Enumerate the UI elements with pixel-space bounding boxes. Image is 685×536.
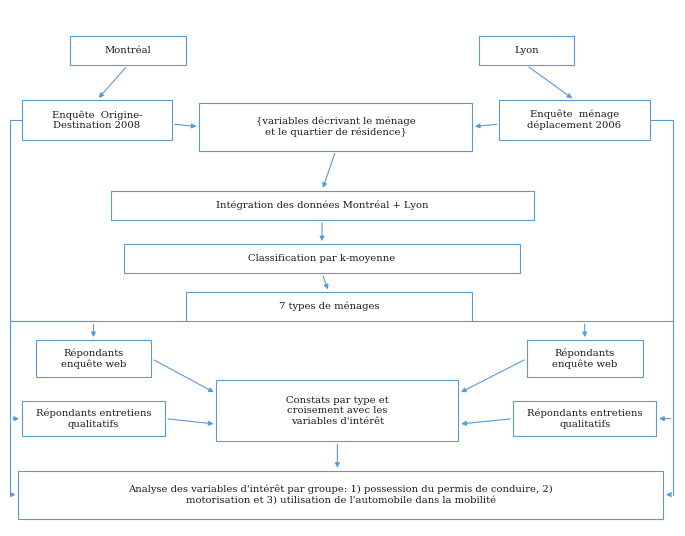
- Text: Classification par k-moyenne: Classification par k-moyenne: [249, 254, 396, 263]
- FancyBboxPatch shape: [513, 401, 656, 436]
- Text: Intégration des données Montréal + Lyon: Intégration des données Montréal + Lyon: [216, 200, 428, 210]
- FancyBboxPatch shape: [527, 340, 643, 377]
- Text: Lyon: Lyon: [514, 46, 539, 55]
- Text: Répondants
enquête web: Répondants enquête web: [552, 348, 617, 369]
- FancyBboxPatch shape: [70, 36, 186, 65]
- Text: Constats par type et
croisement avec les
variables d'intérêt: Constats par type et croisement avec les…: [286, 396, 389, 426]
- FancyBboxPatch shape: [18, 471, 663, 519]
- FancyBboxPatch shape: [479, 36, 575, 65]
- Text: Enquête  Origine-
Destination 2008: Enquête Origine- Destination 2008: [51, 110, 142, 130]
- FancyBboxPatch shape: [499, 100, 649, 140]
- Text: {variables décrivant le ménage
et le quartier de résidence}: {variables décrivant le ménage et le qua…: [256, 116, 416, 137]
- FancyBboxPatch shape: [36, 340, 151, 377]
- FancyBboxPatch shape: [124, 244, 520, 273]
- FancyBboxPatch shape: [22, 401, 165, 436]
- Text: Enquête  ménage
déplacement 2006: Enquête ménage déplacement 2006: [527, 110, 621, 130]
- FancyBboxPatch shape: [186, 292, 472, 321]
- Text: 7 types de ménages: 7 types de ménages: [279, 302, 379, 311]
- Text: Répondants entretiens
qualitatifs: Répondants entretiens qualitatifs: [36, 408, 151, 429]
- FancyBboxPatch shape: [22, 100, 172, 140]
- FancyBboxPatch shape: [216, 380, 458, 441]
- Text: Montréal: Montréal: [104, 46, 151, 55]
- Text: Répondants entretiens
qualitatifs: Répondants entretiens qualitatifs: [527, 408, 643, 429]
- FancyBboxPatch shape: [199, 103, 472, 151]
- Text: Répondants
enquête web: Répondants enquête web: [61, 348, 126, 369]
- FancyBboxPatch shape: [110, 191, 534, 220]
- Text: Analyse des variables d'intérêt par groupe: 1) possession du permis de conduire,: Analyse des variables d'intérêt par grou…: [128, 485, 553, 504]
